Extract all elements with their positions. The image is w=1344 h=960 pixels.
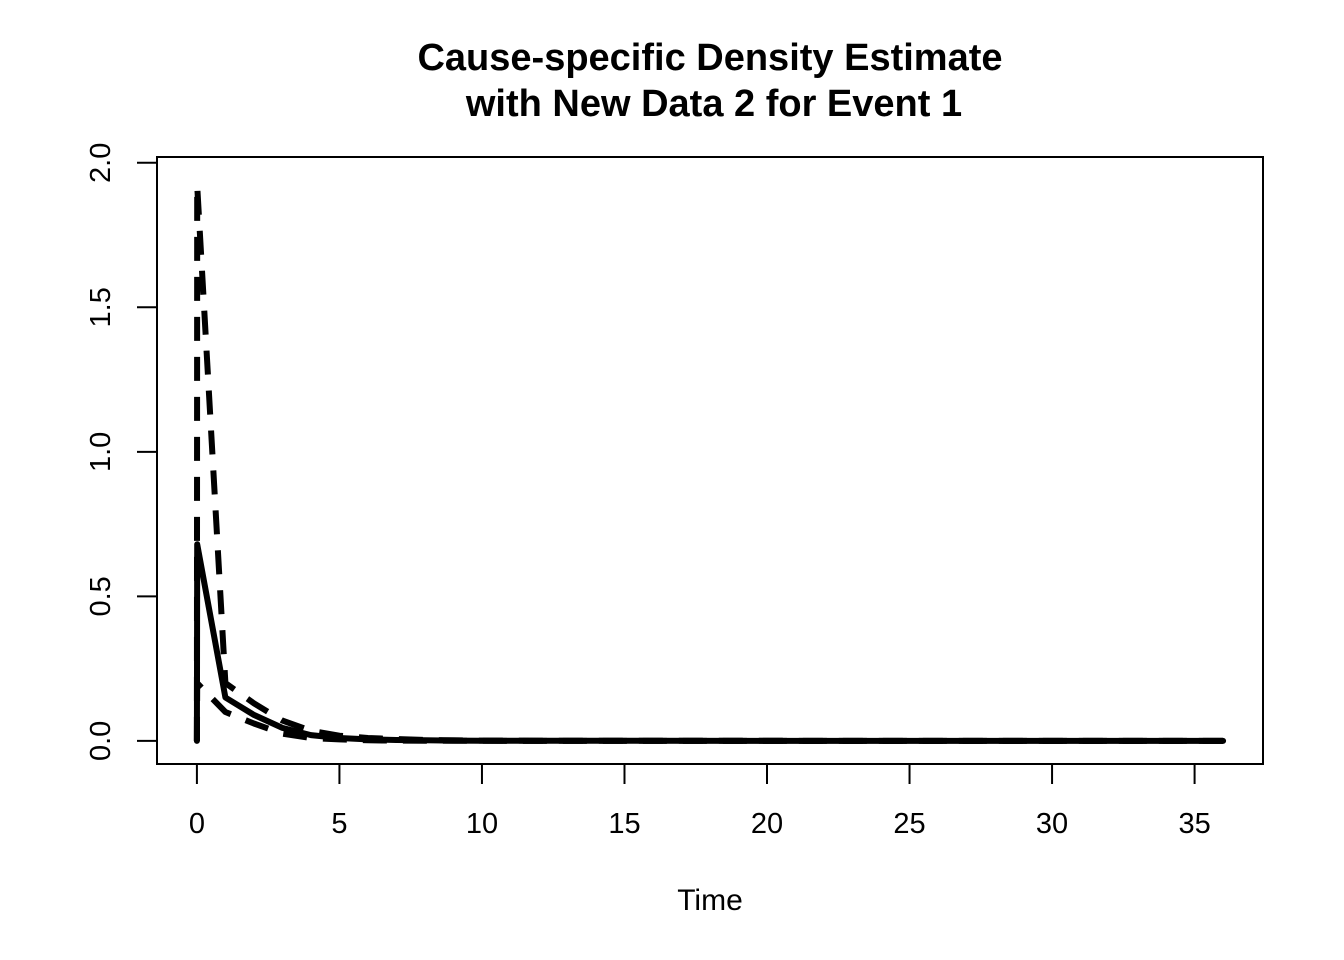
chart-title: Cause-specific Density Estimate with New… xyxy=(417,37,1002,125)
x-tick-label: 30 xyxy=(1036,808,1068,840)
chart-title-line-2: with New Data 2 for Event 1 xyxy=(465,83,962,125)
y-tick-label: 1.5 xyxy=(85,287,117,327)
y-tick-label: 0.5 xyxy=(85,576,117,616)
y-tick-label: 2.0 xyxy=(85,143,117,183)
series-line-2-dashed xyxy=(193,182,1224,744)
y-tick-label: 0.0 xyxy=(85,721,117,761)
y-tick-label: 1.0 xyxy=(85,432,117,472)
plot-area-frame xyxy=(156,156,1264,765)
x-axis: 0 5 10 15 20 25 30 35 xyxy=(189,763,1211,840)
x-tick-label: 5 xyxy=(331,808,347,840)
x-axis-title: Time xyxy=(677,884,743,917)
y-axis: 0.0 0.5 1.0 1.5 2.0 xyxy=(85,143,158,761)
series-layer xyxy=(193,182,1227,744)
x-tick-label: 20 xyxy=(751,808,783,840)
x-tick-label: 25 xyxy=(893,808,925,840)
x-tick-label: 15 xyxy=(608,808,640,840)
series-line-3-dashed xyxy=(193,680,1224,744)
x-tick-label: 35 xyxy=(1178,808,1210,840)
series-line-1-solid xyxy=(193,541,1227,744)
chart-title-line-1: Cause-specific Density Estimate xyxy=(417,37,1002,79)
x-tick-label: 10 xyxy=(466,808,498,840)
x-tick-label: 0 xyxy=(189,808,205,840)
